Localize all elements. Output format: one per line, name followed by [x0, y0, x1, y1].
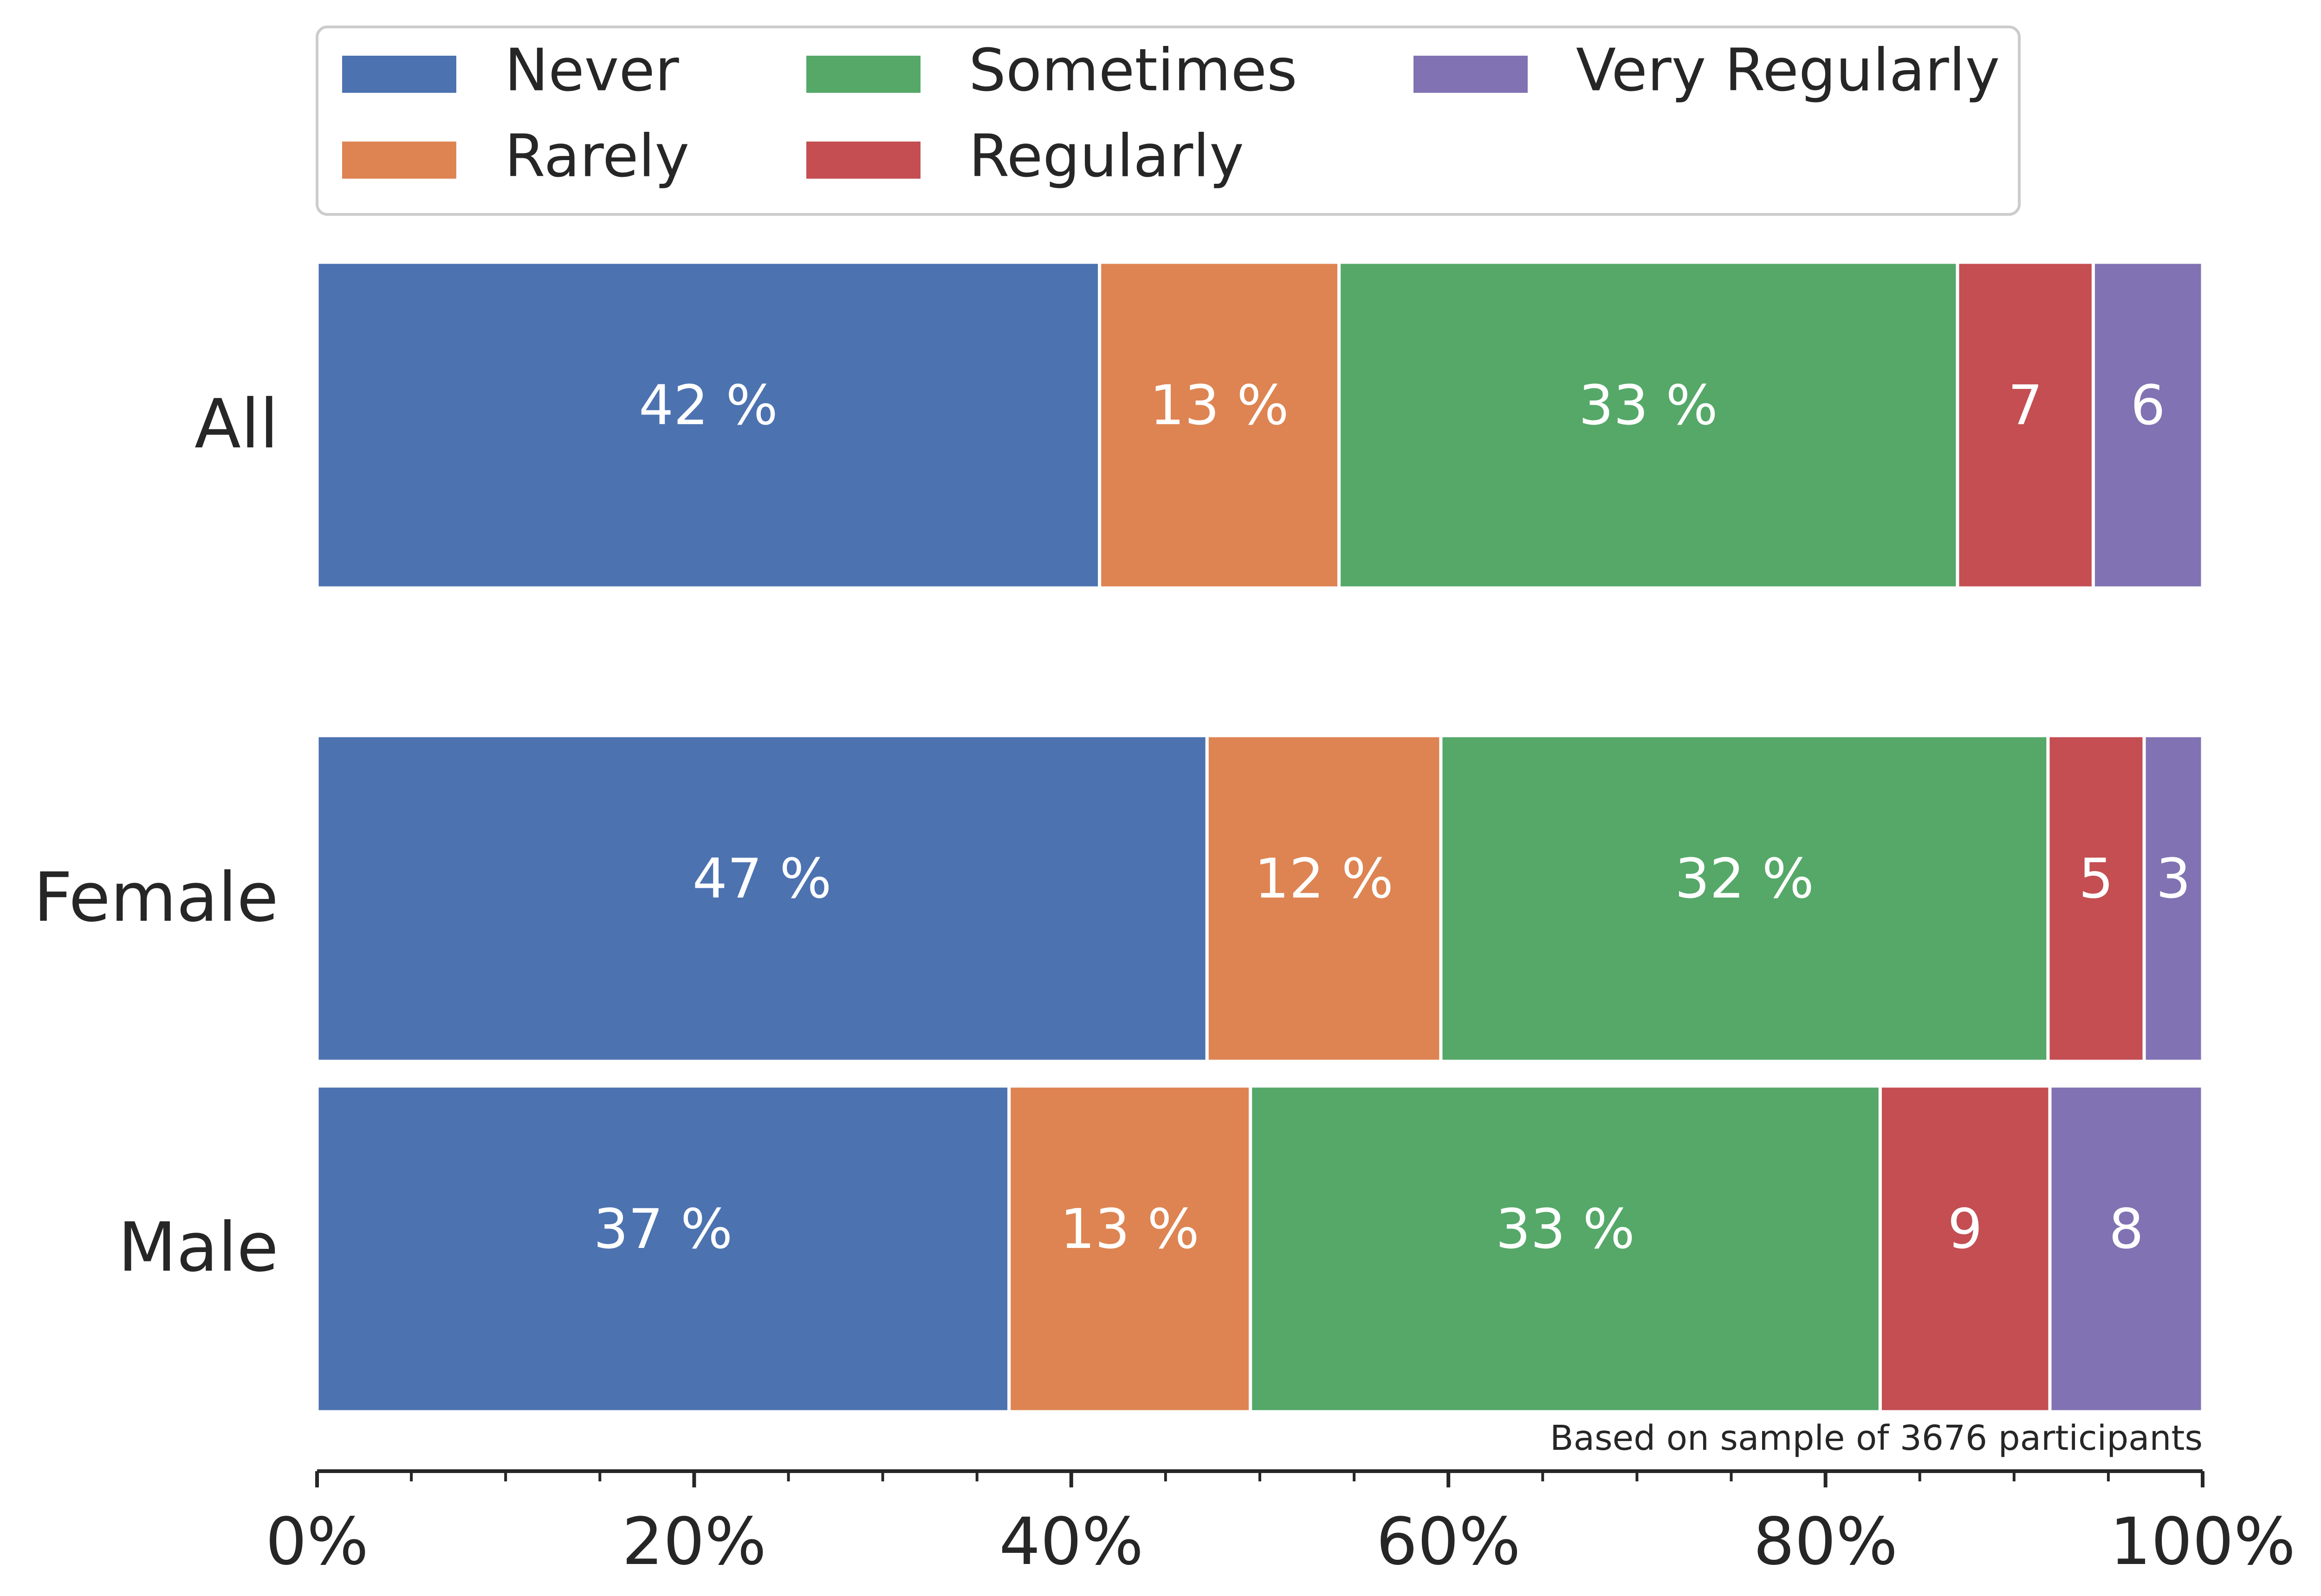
y-axis-labels: All Female Male: [33, 385, 279, 1287]
bar-female-never: [315, 734, 1209, 1063]
legend-swatch-never: [342, 56, 456, 93]
bar-label-all-never: 42 %: [639, 373, 778, 437]
bar-female-very-regularly: [2142, 734, 2204, 1063]
x-tick-label: 80%: [1753, 1504, 1898, 1580]
legend-swatch-very-regularly: [1413, 56, 1528, 93]
bar-label-male-regularly: 9: [1948, 1197, 1983, 1261]
bar-male-regularly: [1878, 1084, 2052, 1414]
legend-swatch-regularly: [806, 142, 921, 179]
y-tick-label-female: Female: [33, 858, 279, 937]
bar-all-very-regularly: [2091, 260, 2204, 590]
bar-all-regularly: [1956, 260, 2095, 590]
bar-label-male-very-regularly: 8: [2109, 1197, 2144, 1261]
bar-male-sometimes: [1249, 1084, 1882, 1414]
legend: Never Rarely Sometimes Regularly Very Regula…: [316, 26, 2021, 216]
bar-label-all-rarely: 13 %: [1150, 373, 1289, 437]
x-axis: 0% 20% 40% 60% 80% 100%: [266, 1469, 2295, 1580]
bar-all-sometimes: [1337, 260, 1959, 590]
bar-female-rarely: [1205, 734, 1443, 1063]
y-tick-label-male: Male: [118, 1208, 279, 1287]
bar-female-regularly: [2046, 734, 2146, 1063]
bar-label-all-very-regularly: 6: [2131, 373, 2165, 437]
y-tick-label-all: All: [194, 385, 279, 464]
bar-label-male-sometimes: 33 %: [1496, 1197, 1635, 1261]
legend-label-regularly: Regularly: [969, 122, 1244, 190]
bar-label-all-sometimes: 33 %: [1579, 373, 1718, 437]
bar-label-female-sometimes: 32 %: [1675, 846, 1814, 911]
bar-label-male-rarely: 13 %: [1060, 1197, 1199, 1261]
legend-label-never: Never: [505, 36, 679, 104]
bar-all-never: [315, 260, 1102, 590]
bars: 42 % 13 % 33 % 7 6 47 % 12 % 32 % 5 3 37 % 13 % 33 %…: [315, 260, 2204, 1414]
x-tick-label: 20%: [622, 1504, 766, 1580]
bar-label-all-regularly: 7: [2008, 373, 2043, 437]
bar-label-female-very-regularly: 3: [2156, 846, 2191, 911]
bar-female-sometimes: [1439, 734, 2050, 1063]
legend-frame: [316, 26, 2021, 216]
x-tick-label: 40%: [999, 1504, 1143, 1580]
legend-swatch-sometimes: [806, 56, 921, 93]
legend-swatch-rarely: [342, 142, 456, 179]
bar-male-rarely: [1007, 1084, 1252, 1414]
legend-label-sometimes: Sometimes: [969, 36, 1297, 104]
legend-label-very-regularly: Very Regularly: [1576, 36, 2000, 104]
bar-label-male-never: 37 %: [593, 1197, 733, 1261]
bar-label-female-regularly: 5: [2079, 846, 2114, 911]
bar-male-very-regularly: [2048, 1084, 2204, 1414]
bar-label-female-never: 47 %: [693, 846, 832, 911]
bar-male-never: [315, 1084, 1011, 1414]
bar-label-female-rarely: 12 %: [1254, 846, 1394, 911]
x-tick-label: 0%: [266, 1504, 369, 1580]
x-tick-label: 100%: [2110, 1504, 2295, 1580]
x-tick-label: 60%: [1376, 1504, 1521, 1580]
legend-label-rarely: Rarely: [505, 122, 689, 190]
sample-size-note: Based on sample of 3676 participants: [1550, 1418, 2203, 1458]
